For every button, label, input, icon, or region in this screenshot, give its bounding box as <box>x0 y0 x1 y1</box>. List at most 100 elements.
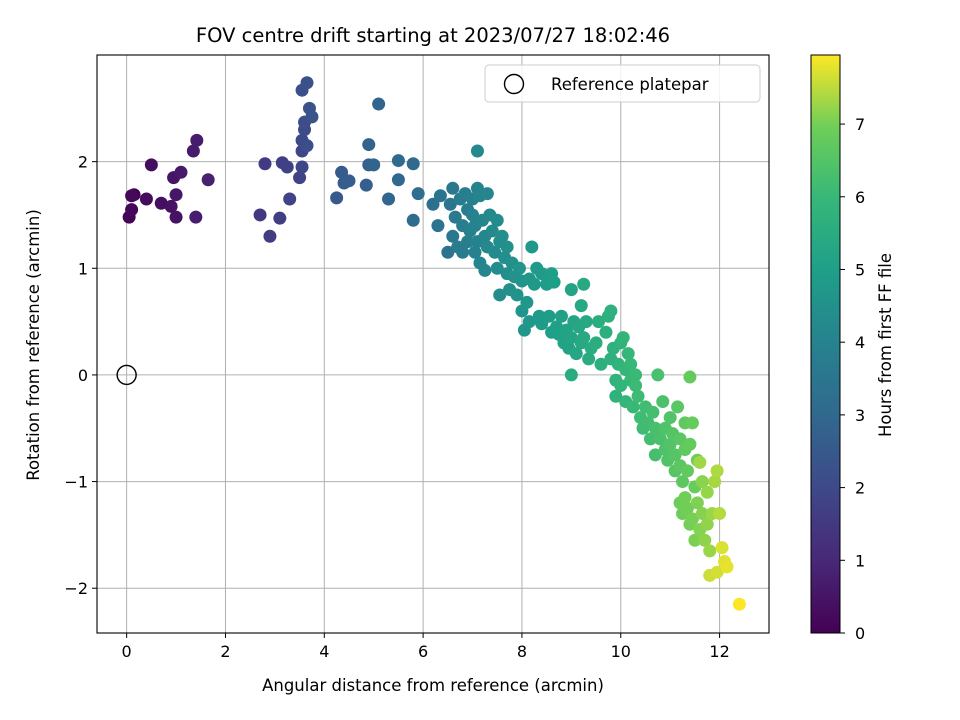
colorbar-tick-label: 6 <box>855 188 865 207</box>
scatter-point <box>468 245 482 259</box>
x-tick-label: 4 <box>319 642 329 661</box>
scatter-point <box>554 309 568 323</box>
scatter-point <box>488 245 502 259</box>
scatter-point <box>688 533 702 547</box>
scatter-point <box>512 261 526 275</box>
x-axis-label: Angular distance from reference (arcmin) <box>262 676 604 695</box>
colorbar-tick-label: 0 <box>855 624 865 643</box>
legend-marker-reference <box>503 73 525 95</box>
scatter-point <box>700 517 714 531</box>
scatter-point <box>695 475 709 489</box>
scatter-point <box>490 213 504 227</box>
scatter-point <box>330 191 344 205</box>
scatter-point <box>648 421 662 435</box>
legend-entry-reference-platepar: Reference platepar <box>551 75 709 94</box>
scatter-point <box>448 210 462 224</box>
scatter-point <box>189 210 203 224</box>
x-tick-label: 10 <box>611 642 631 661</box>
scatter-point <box>263 229 277 243</box>
scatter-point <box>656 395 670 409</box>
scatter-point <box>466 208 480 222</box>
scatter-point <box>495 229 509 243</box>
colorbar-tick-label: 4 <box>855 333 865 352</box>
scatter-point <box>190 133 204 147</box>
colorbar-gradient <box>810 54 841 634</box>
x-tick-label: 12 <box>709 642 729 661</box>
scatter-point <box>589 336 603 350</box>
scatter-point <box>372 97 386 111</box>
scatter-point <box>547 275 561 289</box>
colorbar-tick-label: 2 <box>855 479 865 498</box>
scatter-point <box>164 199 178 213</box>
colorbar-tick-label: 1 <box>855 551 865 570</box>
colorbar-tick-label: 7 <box>855 115 865 134</box>
scatter-point <box>493 288 507 302</box>
scatter-point <box>391 173 405 187</box>
scatter-point <box>359 178 373 192</box>
scatter-point <box>426 197 440 211</box>
scatter-point <box>708 475 722 489</box>
scatter-point <box>273 211 287 225</box>
scatter-point <box>690 496 704 510</box>
scatter-point <box>564 283 578 297</box>
scatter-point <box>382 192 396 206</box>
scatter-point <box>470 144 484 158</box>
scatter-point <box>411 187 425 201</box>
scatter-point <box>169 210 183 224</box>
scatter-point <box>599 325 613 339</box>
colorbar-label: Hours from first FF file <box>876 253 895 437</box>
scatter-point <box>577 331 591 345</box>
scatter-point <box>680 501 694 515</box>
scatter-point <box>569 347 583 361</box>
scatter-point <box>443 197 457 211</box>
scatter-point <box>520 295 534 309</box>
colorbar-tick-label: 3 <box>855 406 865 425</box>
scatter-point <box>594 357 608 371</box>
scatter-point <box>154 196 168 210</box>
scatter-point <box>446 181 460 195</box>
x-axis-ticks: 0 2 4 6 8 10 12 <box>122 633 730 661</box>
scatter-point <box>715 541 729 555</box>
scatter-point <box>478 263 492 277</box>
scatter-point <box>631 389 645 403</box>
x-tick-label: 0 <box>122 642 132 661</box>
y-tick-label: −1 <box>64 473 88 492</box>
scatter-point <box>431 219 445 233</box>
scatter-point <box>125 203 139 217</box>
scatter-point <box>446 229 460 243</box>
colorbar-ticks: 0 1 2 3 4 5 6 7 <box>840 115 865 643</box>
scatter-point <box>685 512 699 526</box>
scatter-points <box>122 76 746 611</box>
scatter-point <box>362 138 376 152</box>
scatter-point <box>663 437 677 451</box>
scatter-point <box>564 368 578 382</box>
scatter-point <box>621 347 635 361</box>
y-axis-ticks: −2 −1 0 1 2 <box>64 153 97 598</box>
scatter-point <box>535 267 549 281</box>
scatter-point <box>441 245 455 259</box>
scatter-point <box>406 213 420 227</box>
scatter-point <box>651 368 665 382</box>
scatter-point <box>683 437 697 451</box>
scatter-point <box>604 304 618 318</box>
scatter-point <box>522 315 536 329</box>
scatter-point <box>700 485 714 499</box>
y-axis-label: Rotation from reference (arcmin) <box>24 209 43 481</box>
colorbar: 0 1 2 3 4 5 6 7 Hours from first FF file <box>810 54 895 643</box>
scatter-point <box>671 400 685 414</box>
scatter-point <box>490 261 504 275</box>
scatter-point <box>258 157 272 171</box>
scatter-point <box>676 475 690 489</box>
scatter-point <box>695 507 709 521</box>
scatter-point <box>461 235 475 249</box>
scatter-point <box>335 165 349 179</box>
scatter-point <box>485 224 499 238</box>
scatter-point <box>678 491 692 505</box>
scatter-point <box>391 154 405 168</box>
scatter-point <box>510 288 524 302</box>
y-tick-label: 2 <box>78 153 88 172</box>
scatter-point <box>527 277 541 291</box>
scatter-point <box>305 110 319 124</box>
legend: Reference platepar <box>484 64 761 103</box>
reference-point-marker <box>116 364 137 386</box>
